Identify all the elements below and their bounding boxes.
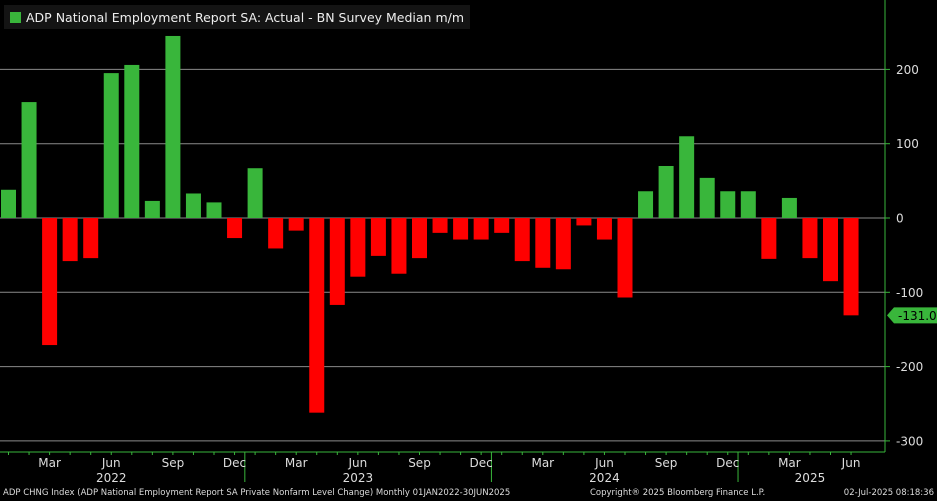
y-tick-label: -200: [896, 360, 923, 374]
y-tick-label: 100: [896, 137, 919, 151]
x-tick-label: Sep: [655, 456, 678, 470]
bar: [21, 102, 37, 218]
bar: [638, 191, 654, 218]
x-tick-label: Jun: [101, 456, 121, 470]
x-year-label: 2022: [96, 471, 127, 485]
bar: [514, 218, 530, 262]
x-year-label: 2024: [589, 471, 620, 485]
x-tick-label: Sep: [408, 456, 431, 470]
bar: [185, 193, 201, 218]
bar: [473, 218, 489, 240]
bar: [412, 218, 427, 259]
bar: [617, 218, 633, 298]
x-tick-label: Mar: [531, 456, 554, 470]
bar: [370, 218, 386, 256]
bar: [576, 218, 592, 226]
bar: [309, 218, 325, 413]
bar: [432, 218, 448, 233]
legend-label: ADP National Employment Report SA: Actua…: [26, 9, 465, 25]
axes: 200 100 0 -100 -200 -300 Mar Jun Sep Dec Mar Jun Sep…: [0, 0, 937, 485]
bar: [761, 218, 777, 259]
bar: [802, 218, 818, 259]
bar: [391, 218, 407, 274]
y-tick-label: -300: [896, 434, 923, 448]
x-tick-label: Dec: [223, 456, 246, 470]
x-tick-label: Jun: [841, 456, 861, 470]
x-tick-label: Jun: [594, 456, 614, 470]
bar: [83, 218, 99, 259]
bar: [596, 218, 612, 240]
last-value-tag: [887, 307, 937, 324]
bar: [144, 200, 160, 218]
y-tick-label: -100: [896, 286, 923, 300]
x-tick-label: Jun: [347, 456, 367, 470]
bar: [206, 202, 222, 218]
x-tick-label: Sep: [162, 456, 185, 470]
bar: [247, 168, 263, 218]
bar: [62, 218, 78, 262]
x-tick-label: Mar: [285, 456, 308, 470]
bar: [740, 191, 756, 218]
x-year-label: 2025: [795, 471, 826, 485]
bar: [288, 218, 304, 231]
legend: ADP National Employment Report SA: Actua…: [4, 5, 471, 29]
bar: [329, 218, 345, 305]
bar: [103, 73, 119, 219]
last-value-label: -131.0: [898, 309, 937, 323]
copyright-footer: Copyright® 2025 Bloomberg Finance L.P.: [590, 488, 766, 498]
x-tick-label: Mar: [38, 456, 61, 470]
legend-swatch: [10, 11, 21, 23]
bar: [823, 218, 838, 282]
bars: [1, 35, 859, 413]
timestamp-footer: 02-Jul-2025 08:18:36: [843, 488, 934, 498]
bar: [453, 218, 469, 240]
x-tick-label: Dec: [470, 456, 493, 470]
bar: [555, 218, 571, 270]
bar: [781, 197, 797, 218]
bar: [535, 218, 551, 268]
x-tick-label: Mar: [778, 456, 801, 470]
bar: [494, 218, 510, 233]
bar: [720, 191, 736, 218]
bar: [843, 218, 859, 316]
bar: [679, 136, 695, 218]
source-footer: ADP CHNG Index (ADP National Employment …: [3, 488, 511, 498]
bar: [227, 218, 243, 239]
y-tick-label: 0: [896, 212, 904, 226]
x-year-label: 2023: [343, 471, 374, 485]
y-tick-label: 200: [896, 63, 919, 77]
bar: [699, 177, 715, 218]
bar: [165, 35, 181, 219]
bar: [350, 218, 366, 277]
bar: [124, 64, 140, 218]
bar: [268, 218, 284, 249]
x-tick-label: Dec: [716, 456, 739, 470]
bar: [658, 165, 674, 218]
bar: [1, 189, 16, 218]
bar: [42, 218, 58, 346]
